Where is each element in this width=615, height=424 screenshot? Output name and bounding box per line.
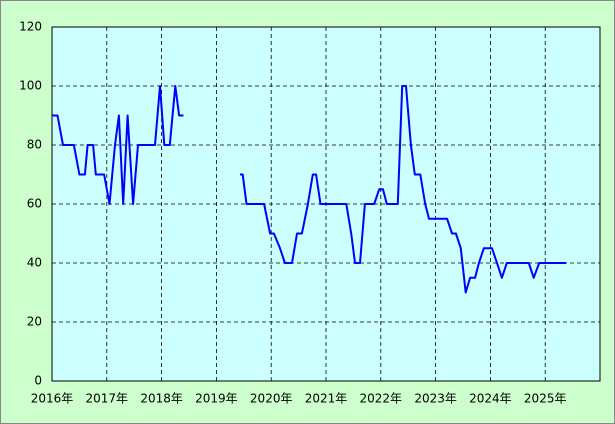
x-tick-label: 2025年 <box>524 392 567 406</box>
x-tick-label: 2018年 <box>140 392 183 406</box>
x-tick-label: 2021年 <box>305 392 348 406</box>
data-line <box>52 85 566 294</box>
y-tick-label: 40 <box>27 256 42 270</box>
y-tick-label: 60 <box>27 197 42 211</box>
x-tick-label: 2024年 <box>469 392 512 406</box>
y-tick-label: 100 <box>19 79 42 93</box>
x-tick-label: 2020年 <box>250 392 293 406</box>
x-tick-label: 2016年 <box>31 392 74 406</box>
y-tick-label: 0 <box>34 374 42 388</box>
x-tick-label: 2017年 <box>86 392 129 406</box>
y-tick-label: 80 <box>27 138 42 152</box>
x-tick-label: 2022年 <box>360 392 403 406</box>
y-tick-label: 120 <box>19 20 42 34</box>
x-tick-label: 2023年 <box>414 392 457 406</box>
y-tick-label: 20 <box>27 315 42 329</box>
x-tick-label: 2019年 <box>195 392 238 406</box>
